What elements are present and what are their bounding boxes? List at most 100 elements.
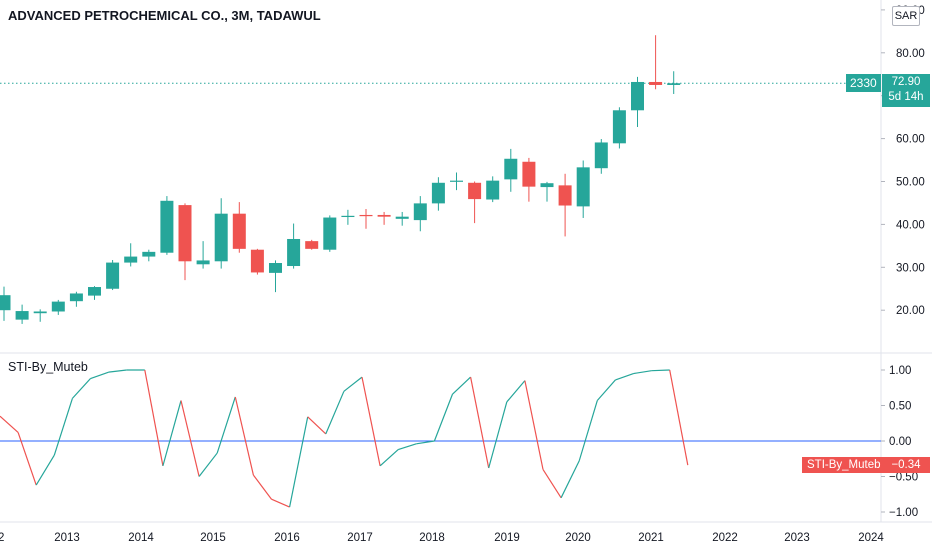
oscillator-segment <box>234 396 254 476</box>
currency-button[interactable]: SAR <box>892 6 920 26</box>
candle <box>287 223 301 269</box>
time-axis-label: 2 <box>0 532 4 544</box>
candle <box>305 239 319 250</box>
oscillator-segment <box>71 378 91 399</box>
candle-body <box>88 287 101 296</box>
oscillator-segment <box>470 376 490 469</box>
oscillator-segment <box>53 398 73 456</box>
candle-body <box>287 238 301 267</box>
candle <box>395 211 409 226</box>
candle-body <box>0 295 11 311</box>
oscillator-segment <box>343 376 363 392</box>
candle-body <box>576 167 590 207</box>
candle-body <box>558 185 572 206</box>
candle-body <box>631 81 644 111</box>
oscillator-segment <box>633 370 652 375</box>
oscillator-segment <box>252 474 272 500</box>
candle-body <box>612 110 626 144</box>
candle <box>540 181 554 202</box>
candle <box>341 209 355 225</box>
candle-body <box>594 142 608 169</box>
candle <box>576 160 590 218</box>
candle <box>33 309 47 322</box>
oscillator-segment <box>488 401 508 469</box>
price-axis-label: 80.00 <box>896 48 925 60</box>
candle <box>323 215 337 252</box>
candle-body <box>377 214 391 217</box>
candle-body <box>522 161 536 187</box>
candle <box>667 71 681 94</box>
candle-body <box>160 200 174 253</box>
oscillator-axis-label: 0.50 <box>889 401 911 413</box>
bar-countdown: 5d 14h <box>888 91 924 103</box>
time-axis-label: 2019 <box>494 532 520 544</box>
oscillator-segment <box>669 369 689 466</box>
indicator-title[interactable]: STI-By_Muteb <box>8 360 88 374</box>
oscillator-segment <box>289 416 309 508</box>
candle-body <box>413 203 427 221</box>
time-axis-label: 2024 <box>858 532 884 544</box>
price-axis-label: 50.00 <box>896 177 925 189</box>
candle-body <box>667 83 681 85</box>
time-axis-label: 2022 <box>712 532 738 544</box>
oscillator-segment <box>615 372 634 381</box>
price-axis-label: 40.00 <box>896 219 925 231</box>
candle-body <box>649 81 663 85</box>
oscillator-segment <box>398 443 417 451</box>
ticker-price-label: 2330 <box>846 74 881 92</box>
candle <box>106 260 120 291</box>
candle <box>160 196 174 255</box>
last-price-value: 72.90 <box>891 76 921 88</box>
grid <box>0 0 932 523</box>
oscillator-segment <box>361 376 381 466</box>
candle <box>178 203 192 281</box>
candle <box>88 286 101 300</box>
oscillator-segment <box>596 379 616 401</box>
candle <box>250 248 264 275</box>
price-axis-label: 20.00 <box>896 305 925 317</box>
oscillator-segment <box>542 469 562 499</box>
chart-title: ADVANCED PETROCHEMICAL CO., 3M, TADAWUL <box>8 8 321 23</box>
candle <box>232 202 246 253</box>
price-axis-label: 30.00 <box>896 262 925 274</box>
time-axis-label: 2018 <box>419 532 445 544</box>
candle <box>450 172 463 191</box>
candle <box>558 173 572 237</box>
candle-body <box>504 158 518 180</box>
indicator-value: −0.34 <box>882 457 930 473</box>
candle <box>196 241 210 269</box>
oscillator-segment <box>162 400 182 467</box>
oscillator-segment <box>578 400 598 462</box>
candle-body <box>341 215 355 218</box>
candle <box>413 196 427 232</box>
candle <box>269 260 282 293</box>
candle <box>631 76 644 128</box>
oscillator-segment <box>524 380 544 470</box>
oscillator-segment <box>90 371 109 380</box>
candle <box>504 148 518 192</box>
price-candles <box>0 35 681 324</box>
time-axis-label: 2020 <box>565 532 591 544</box>
time-axis-label: 2013 <box>54 532 80 544</box>
candle <box>15 304 29 324</box>
time-axis-label: 2015 <box>200 532 226 544</box>
oscillator-segment <box>560 460 580 499</box>
candle <box>142 249 156 262</box>
candle <box>51 299 65 315</box>
candle <box>124 243 138 267</box>
candle-body <box>431 182 445 204</box>
price-axis-label: 60.00 <box>896 134 925 146</box>
oscillator-segment <box>506 380 526 403</box>
candle <box>359 208 373 229</box>
candle-body <box>250 249 264 273</box>
candle <box>612 107 626 149</box>
time-axis-label: 2017 <box>347 532 373 544</box>
candle-body <box>51 301 65 312</box>
oscillator-axis-label: 1.00 <box>889 365 911 377</box>
oscillator-segment <box>180 400 200 477</box>
oscillator-segment <box>0 415 19 433</box>
candle-body <box>305 241 319 249</box>
candle <box>431 177 445 211</box>
candle <box>522 157 536 202</box>
